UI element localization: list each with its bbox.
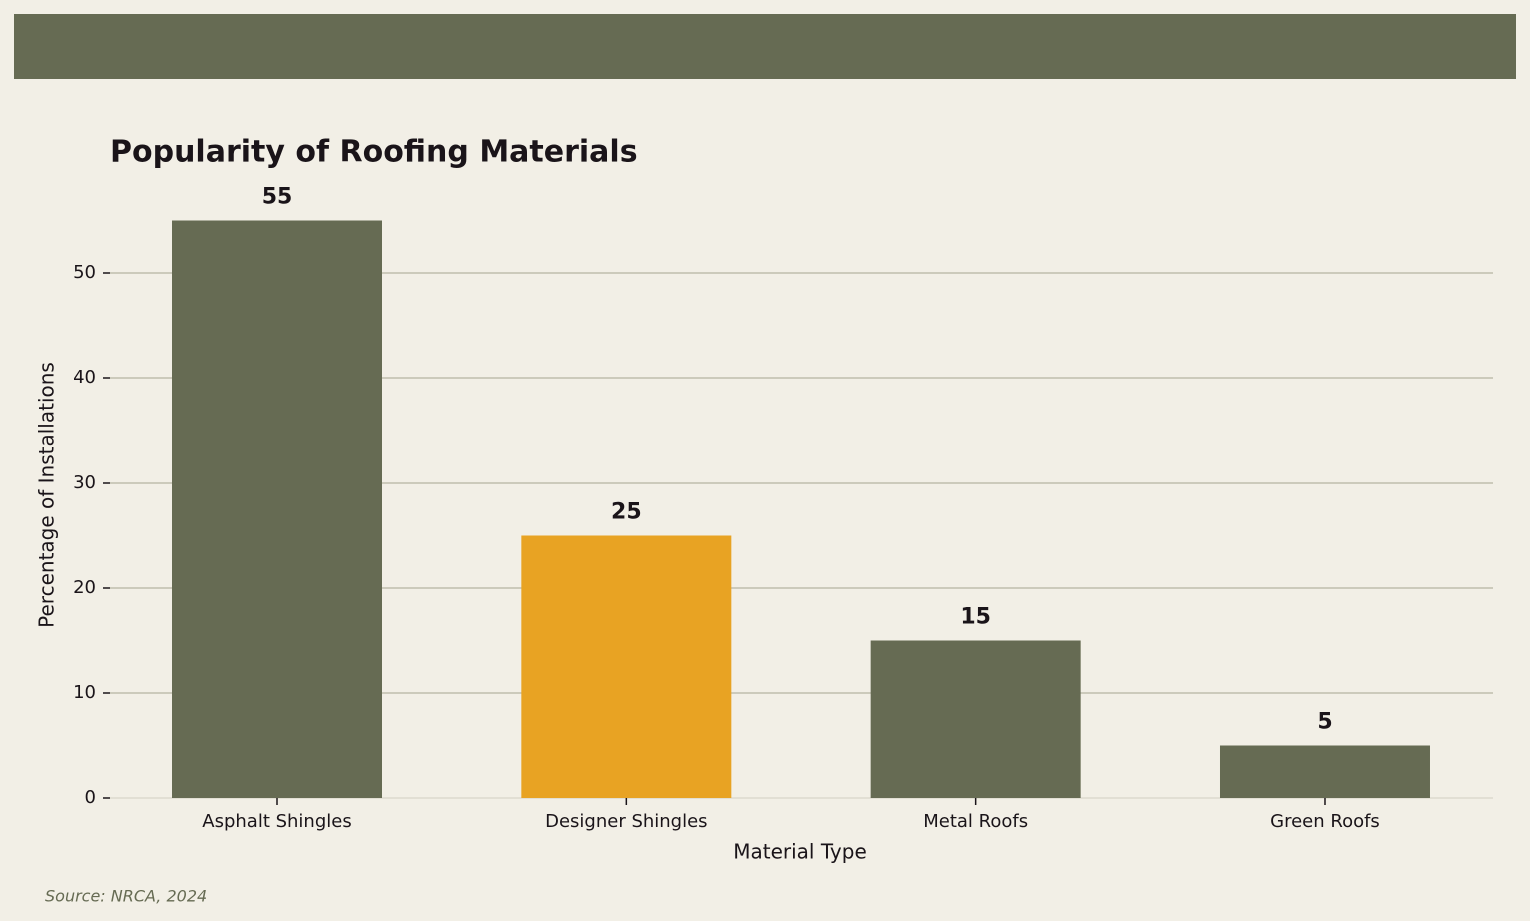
header-bar (14, 14, 1516, 79)
x-tick-label: Designer Shingles (545, 811, 707, 832)
value-label: 5 (1317, 710, 1332, 735)
y-tick-label: 30 (73, 472, 96, 493)
value-label: 15 (960, 605, 991, 630)
x-tick-label: Green Roofs (1270, 811, 1380, 832)
bar (870, 640, 1081, 798)
x-axis-label: Material Type (733, 840, 867, 864)
source-note: Source: NRCA, 2024 (45, 887, 207, 906)
y-tick-label: 50 (73, 262, 96, 283)
y-axis-label: Percentage of Installations (35, 362, 59, 628)
y-tick-label: 40 (73, 367, 96, 388)
y-tick-label: 20 (73, 577, 96, 598)
value-label: 55 (262, 185, 293, 210)
x-tick-label: Asphalt Shingles (202, 811, 351, 832)
y-tick-label: 0 (85, 787, 96, 808)
bar (172, 220, 382, 798)
x-tick-label: Metal Roofs (923, 811, 1028, 832)
bar (521, 535, 732, 798)
y-tick-label: 10 (73, 682, 96, 703)
chart-title: Popularity of Roofing Materials (110, 135, 638, 170)
value-label: 25 (611, 500, 642, 525)
bar (1219, 745, 1430, 798)
